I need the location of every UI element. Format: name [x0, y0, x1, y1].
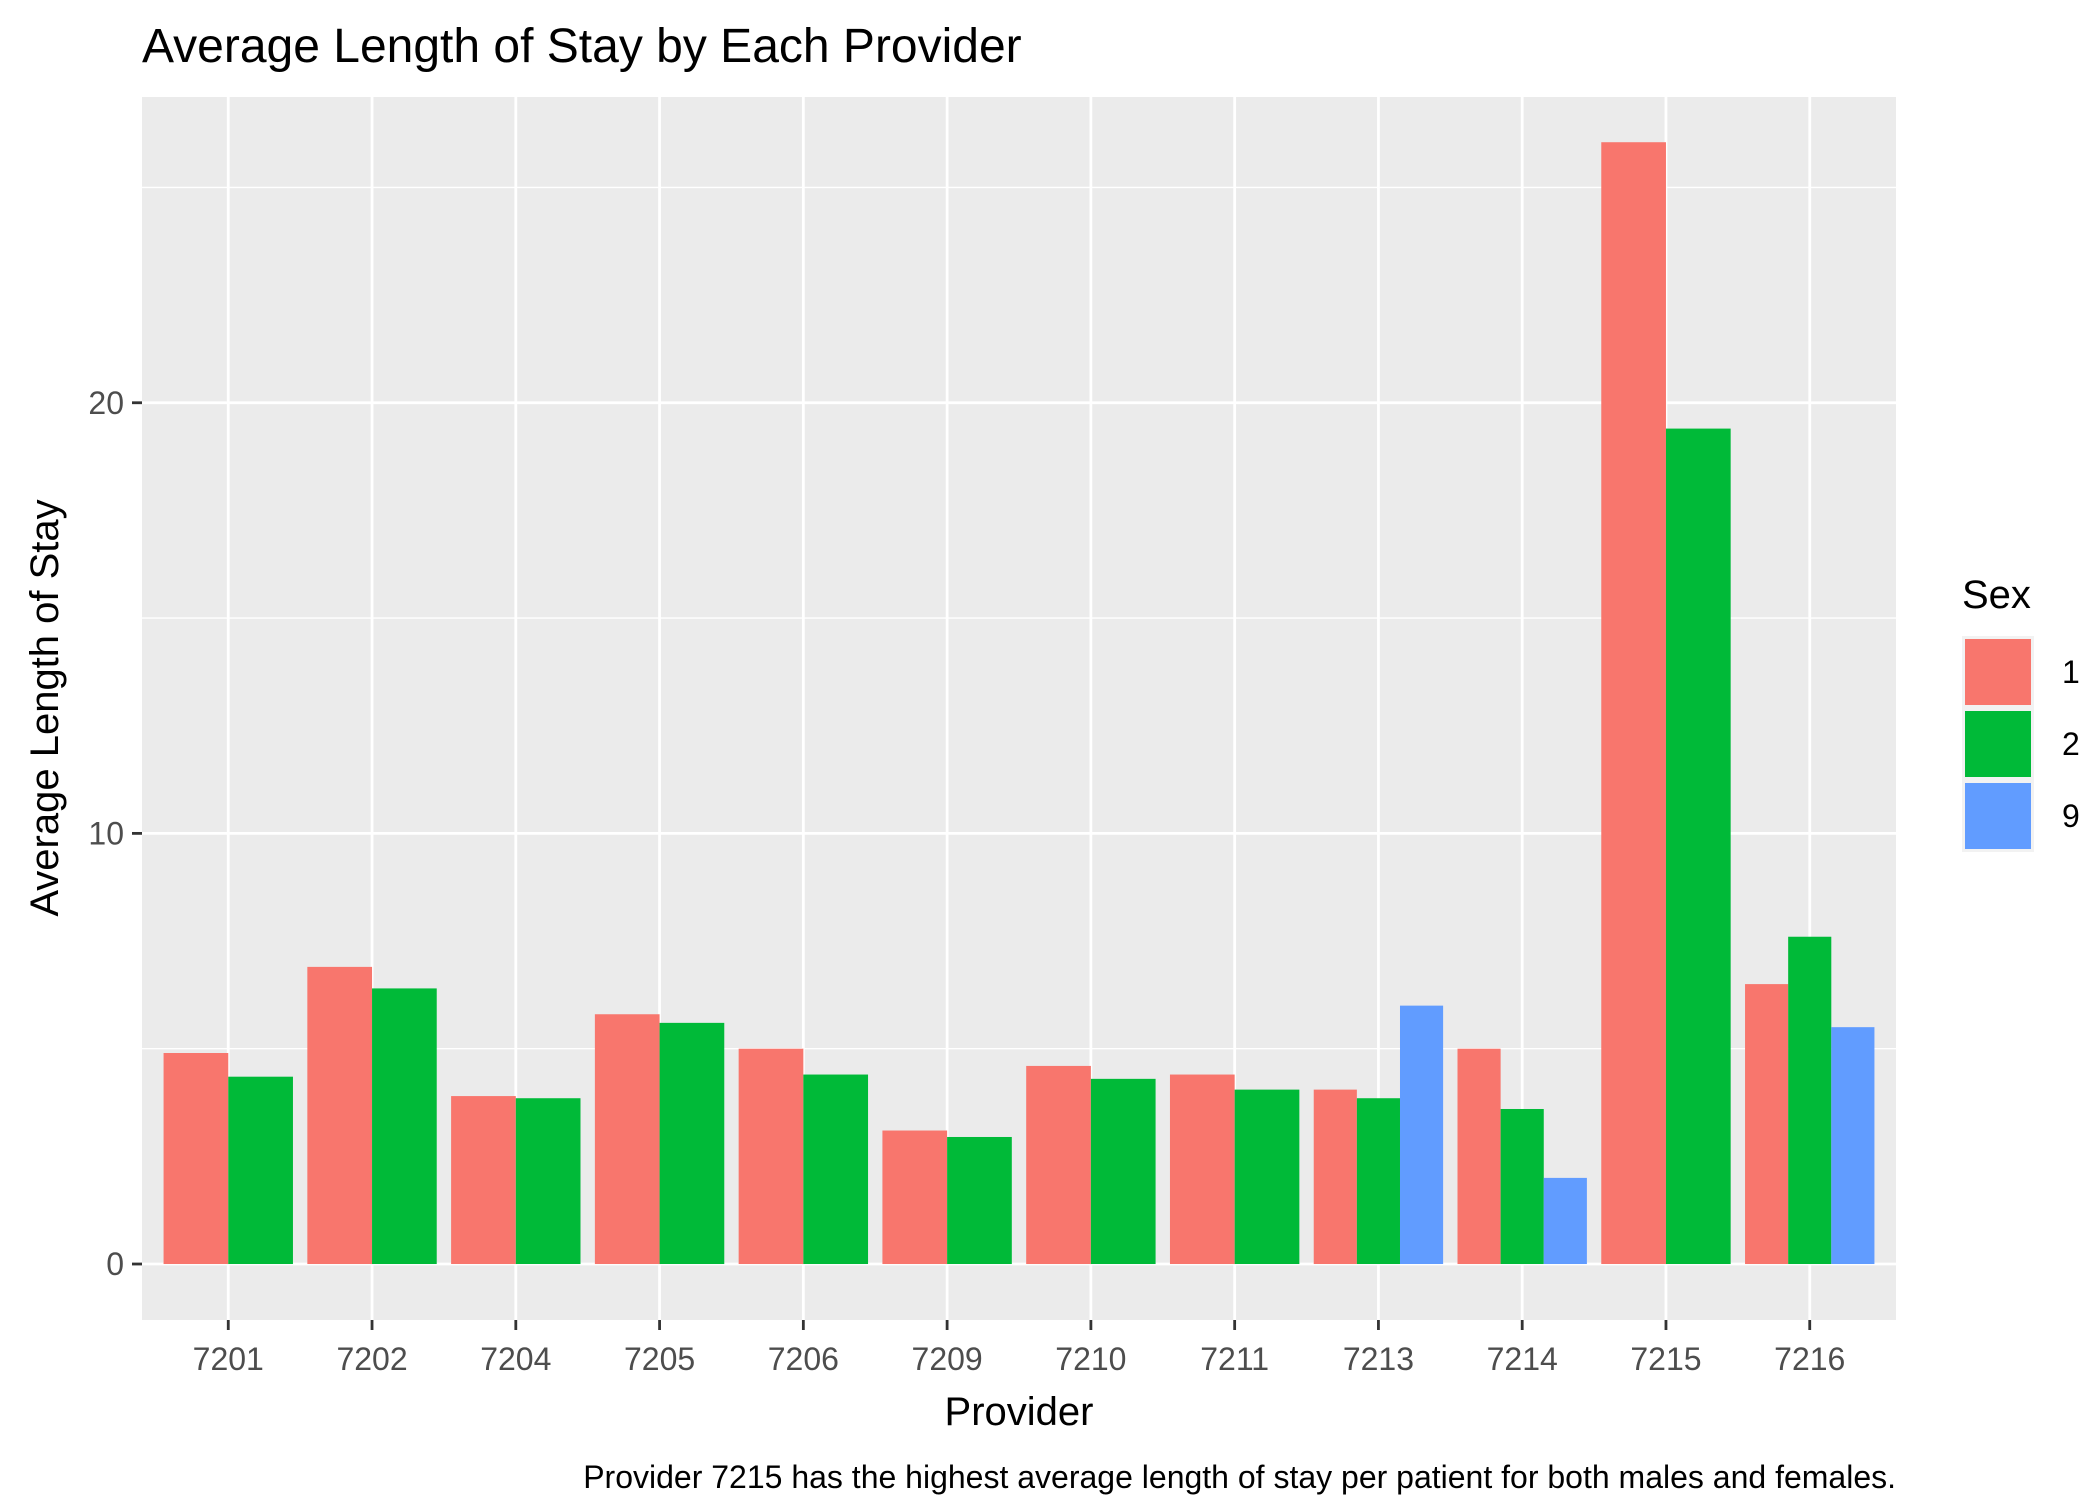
- legend-key-sex-1: [1965, 639, 2031, 705]
- y-tick-label: 20: [88, 385, 124, 421]
- bar-7205-sex-2: [659, 1022, 725, 1265]
- x-tick-label: 7214: [1487, 1341, 1558, 1377]
- bar-7204-sex-2: [515, 1098, 581, 1265]
- bar-7201-sex-2: [228, 1076, 293, 1265]
- bar-7210-sex-2: [1090, 1078, 1156, 1265]
- x-tick-label: 7215: [1630, 1341, 1701, 1377]
- bar-7201-sex-1: [163, 1053, 229, 1265]
- legend-key-sex-9: [1965, 783, 2031, 849]
- bar-7205-sex-1: [594, 1014, 660, 1265]
- x-tick-label: 7206: [768, 1341, 839, 1377]
- x-axis: 7201 7202 7204 7205 7206 7209 7210 7211 7213 7214…: [193, 1320, 1845, 1377]
- x-tick-label: 7216: [1774, 1341, 1845, 1377]
- bar-7213-sex-9: [1399, 1005, 1444, 1265]
- legend: Sex 1 2 9: [1962, 573, 2080, 852]
- x-tick-label: 7210: [1055, 1341, 1126, 1377]
- bar-7214-sex-1: [1457, 1048, 1501, 1265]
- bar-7216-sex-9: [1831, 1027, 1875, 1265]
- bar-7213-sex-2: [1356, 1098, 1400, 1265]
- legend-label: 2: [2062, 726, 2080, 762]
- bar-7214-sex-9: [1543, 1177, 1587, 1265]
- legend-key-sex-2: [1965, 711, 2031, 777]
- chart-title: Average Length of Stay by Each Provider: [142, 20, 1022, 73]
- x-tick-label: 7209: [912, 1341, 983, 1377]
- bar-7206-sex-2: [803, 1074, 869, 1265]
- bar-7216-sex-2: [1788, 936, 1832, 1265]
- bar-7214-sex-2: [1500, 1108, 1544, 1265]
- bar-7215-sex-1: [1601, 142, 1666, 1265]
- x-tick-label: 7213: [1343, 1341, 1414, 1377]
- y-axis: 0 10 20: [88, 385, 142, 1282]
- x-axis-title: Provider: [945, 1390, 1094, 1434]
- x-tick-label: 7202: [336, 1341, 407, 1377]
- bar-7204-sex-1: [451, 1096, 516, 1265]
- y-axis-title: Average Length of Stay: [23, 499, 67, 916]
- legend-title: Sex: [1962, 573, 2031, 617]
- bar-7215-sex-2: [1665, 428, 1731, 1265]
- bar-7206-sex-1: [738, 1048, 804, 1265]
- legend-label: 9: [2062, 798, 2080, 834]
- x-tick-label: 7201: [193, 1341, 264, 1377]
- bar-7209-sex-1: [882, 1130, 948, 1265]
- bar-7211-sex-1: [1169, 1074, 1235, 1265]
- y-tick-label: 10: [88, 815, 124, 851]
- x-tick-label: 7205: [624, 1341, 695, 1377]
- bar-7202-sex-2: [372, 988, 437, 1265]
- bars: [163, 142, 1875, 1265]
- bar-7209-sex-2: [947, 1136, 1012, 1265]
- bar-7216-sex-1: [1745, 984, 1789, 1265]
- x-tick-label: 7204: [480, 1341, 551, 1377]
- x-tick-label: 7211: [1200, 1341, 1269, 1377]
- bar-7211-sex-2: [1234, 1089, 1300, 1265]
- legend-label: 1: [2062, 654, 2080, 690]
- bar-7213-sex-1: [1313, 1089, 1357, 1265]
- y-tick-label: 0: [106, 1246, 124, 1282]
- chart-caption: Provider 7215 has the highest average le…: [583, 1459, 1896, 1495]
- bar-7202-sex-1: [307, 966, 373, 1265]
- bar-7210-sex-1: [1026, 1065, 1091, 1265]
